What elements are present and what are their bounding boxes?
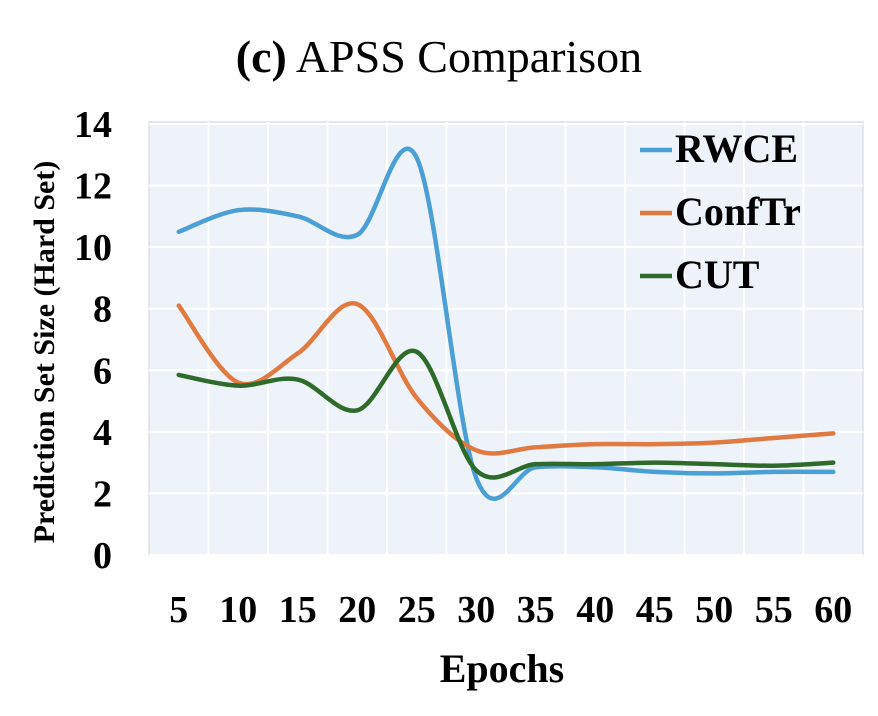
x-tick-label: 15 [279,589,317,631]
y-tick-label: 14 [74,104,112,146]
chart-title-prefix: (c) [235,31,287,82]
x-tick-label: 25 [398,589,436,631]
x-tick-label: 35 [517,589,555,631]
y-tick-label: 10 [74,227,112,269]
x-tick-label: 20 [338,589,376,631]
x-tick-label: 55 [755,589,793,631]
x-tick-label: 30 [457,589,495,631]
y-tick-label: 4 [93,412,112,454]
y-tick-label: 0 [93,535,112,577]
x-tick-label: 10 [219,589,257,631]
x-tick-label: 40 [576,589,614,631]
x-tick-label: 5 [169,589,188,631]
series-line-cut [176,348,836,480]
y-tick-labels: 0 2 4 6 8 10 12 14 [74,104,112,577]
series-line-conftr [176,301,836,456]
y-tick-label: 12 [74,166,112,208]
legend-label-conftr: ConfTr [675,189,801,234]
series-lines [176,146,836,501]
x-axis-label: Epochs [440,646,565,691]
y-tick-label: 8 [93,289,112,331]
y-tick-label: 6 [93,350,112,392]
legend-label-rwce: RWCE [675,126,798,171]
y-tick-label: 2 [93,473,112,515]
gridlines [149,122,863,556]
legend: RWCE ConfTr CUT [640,126,801,297]
x-tick-label: 60 [814,589,852,631]
chart-title: (c) APSS Comparison [0,30,878,83]
x-tick-label: 45 [636,589,674,631]
y-axis-label: Prediction Set Size (Hard Set) [28,161,61,544]
x-tick-label: 50 [695,589,733,631]
legend-label-cut: CUT [675,252,760,297]
x-tick-labels: 5 10 15 20 25 30 35 40 45 50 55 60 [169,589,852,631]
chart-title-main: APSS Comparison [295,31,643,82]
